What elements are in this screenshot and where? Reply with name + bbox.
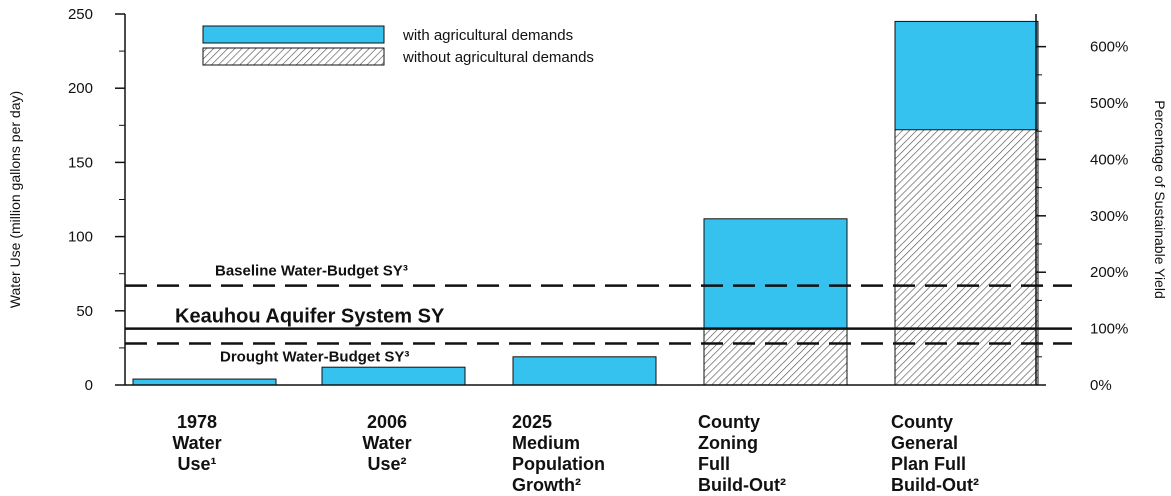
legend-label-without-ag: without agricultural demands (402, 49, 594, 66)
bar-with-ag-2 (321, 366, 466, 386)
y2-tick-label-5: 500% (1090, 95, 1128, 112)
category-label-3: 2025 Medium Population Growth² (512, 412, 605, 495)
reference-label-3: Drought Water-Budget SY³ (220, 348, 409, 365)
reference-lines-layer: Baseline Water-Budget SY³ Keauhou Aquifer… (125, 263, 1072, 365)
axes-layer: 0 50 100 150 200 250 0% 100% 200% 300% 400% 500% 600… (7, 6, 1168, 394)
legend: with agricultural demands without agricul… (202, 25, 594, 66)
category-label-2: 2006 Water Use² (362, 412, 411, 474)
bar-without-ag-5 (894, 129, 1039, 386)
category-label-line: Medium (512, 433, 580, 453)
y-tick-label-250: 250 (68, 6, 93, 23)
category-label-line: Use¹ (177, 454, 216, 474)
y-tick-label-50: 50 (76, 303, 93, 320)
category-label-line: Water (362, 433, 411, 453)
category-label-line: Build-Out² (698, 475, 786, 495)
y-tick-label-0: 0 (85, 377, 93, 394)
bar-without-ag-4 (703, 328, 848, 386)
y2-tick-label-0: 0% (1090, 377, 1112, 394)
legend-swatch-with-ag (202, 25, 385, 44)
y-tick-label-200: 200 (68, 80, 93, 97)
category-label-line: 2006 (367, 412, 407, 432)
category-label-1: 1978 Water Use¹ (172, 412, 221, 474)
y2-tick-label-6: 600% (1090, 39, 1128, 56)
category-label-line: Full (698, 454, 730, 474)
category-label-line: Zoning (698, 433, 758, 453)
legend-swatch-without-ag (202, 47, 385, 66)
y-tick-label-100: 100 (68, 229, 93, 246)
category-label-line: 2025 (512, 412, 552, 432)
reference-label-1: Baseline Water-Budget SY³ (215, 263, 408, 280)
bar-with-ag-3 (512, 356, 657, 386)
category-label-line: Use² (367, 454, 406, 474)
y-tick-label-150: 150 (68, 154, 93, 171)
category-label-4: County Zoning Full Build-Out² (698, 412, 786, 495)
y-axis-title: Water Use (million gallons per day) (7, 91, 23, 308)
y2-tick-label-3: 300% (1090, 208, 1128, 225)
bars-layer (132, 20, 1039, 386)
category-label-line: County (891, 412, 953, 432)
category-label-line: Population (512, 454, 605, 474)
bar-with-ag-1 (132, 378, 277, 386)
category-label-line: Growth² (512, 475, 581, 495)
category-label-line: County (698, 412, 760, 432)
y2-tick-label-1: 100% (1090, 321, 1128, 338)
category-label-line: Plan Full (891, 454, 966, 474)
category-label-line: General (891, 433, 958, 453)
category-label-line: 1978 (177, 412, 217, 432)
legend-label-with-ag: with agricultural demands (402, 27, 573, 44)
category-label-line: Build-Out² (891, 475, 979, 495)
category-label-line: Water (172, 433, 221, 453)
y2-tick-label-4: 400% (1090, 151, 1128, 168)
y2-tick-label-2: 200% (1090, 264, 1128, 281)
category-label-5: County General Plan Full Build-Out² (891, 412, 979, 495)
y2-axis-title: Percentage of Sustainable Yield (1152, 100, 1168, 298)
reference-label-2: Keauhou Aquifer System SY (175, 306, 445, 328)
